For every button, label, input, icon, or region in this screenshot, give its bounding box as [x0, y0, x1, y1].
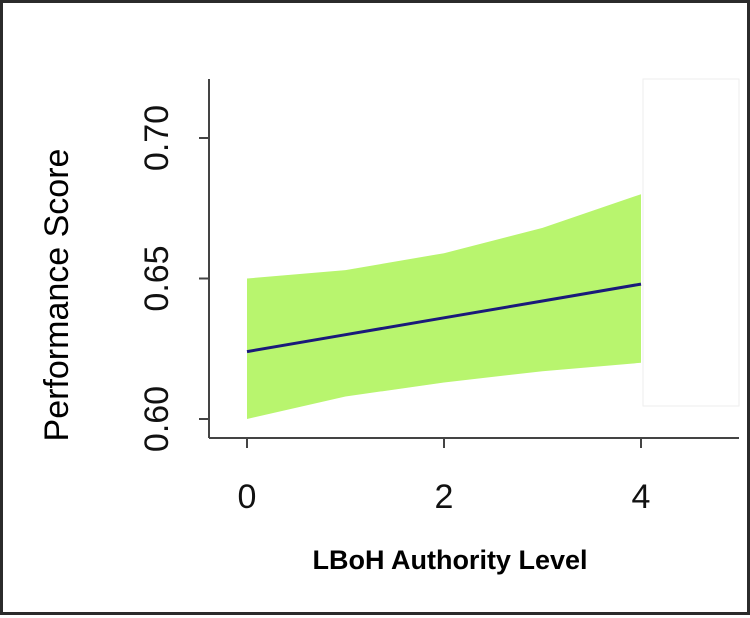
- x-tick-label: 4: [632, 478, 651, 516]
- confidence-band: [247, 194, 641, 419]
- y-tick-label: 0.60: [138, 386, 176, 452]
- fitted-line: [246, 282, 642, 354]
- x-axis-label: LBoH Authority Level: [312, 545, 587, 575]
- x-tick-label: 2: [435, 478, 454, 516]
- y-tick-label: 0.70: [138, 105, 176, 171]
- plot-layer: [246, 78, 740, 419]
- chart-svg: 0.60 0.65 0.70 0 2 4 Performance Score LBoH A…: [38, 78, 740, 575]
- y-axis-label: Performance Score: [38, 149, 76, 442]
- plot-inset-panel: [642, 78, 740, 407]
- y-tick-label: 0.65: [138, 245, 176, 311]
- x-tick-label: 0: [238, 478, 257, 516]
- axes-layer: 0.60 0.65 0.70 0 2 4: [138, 79, 739, 516]
